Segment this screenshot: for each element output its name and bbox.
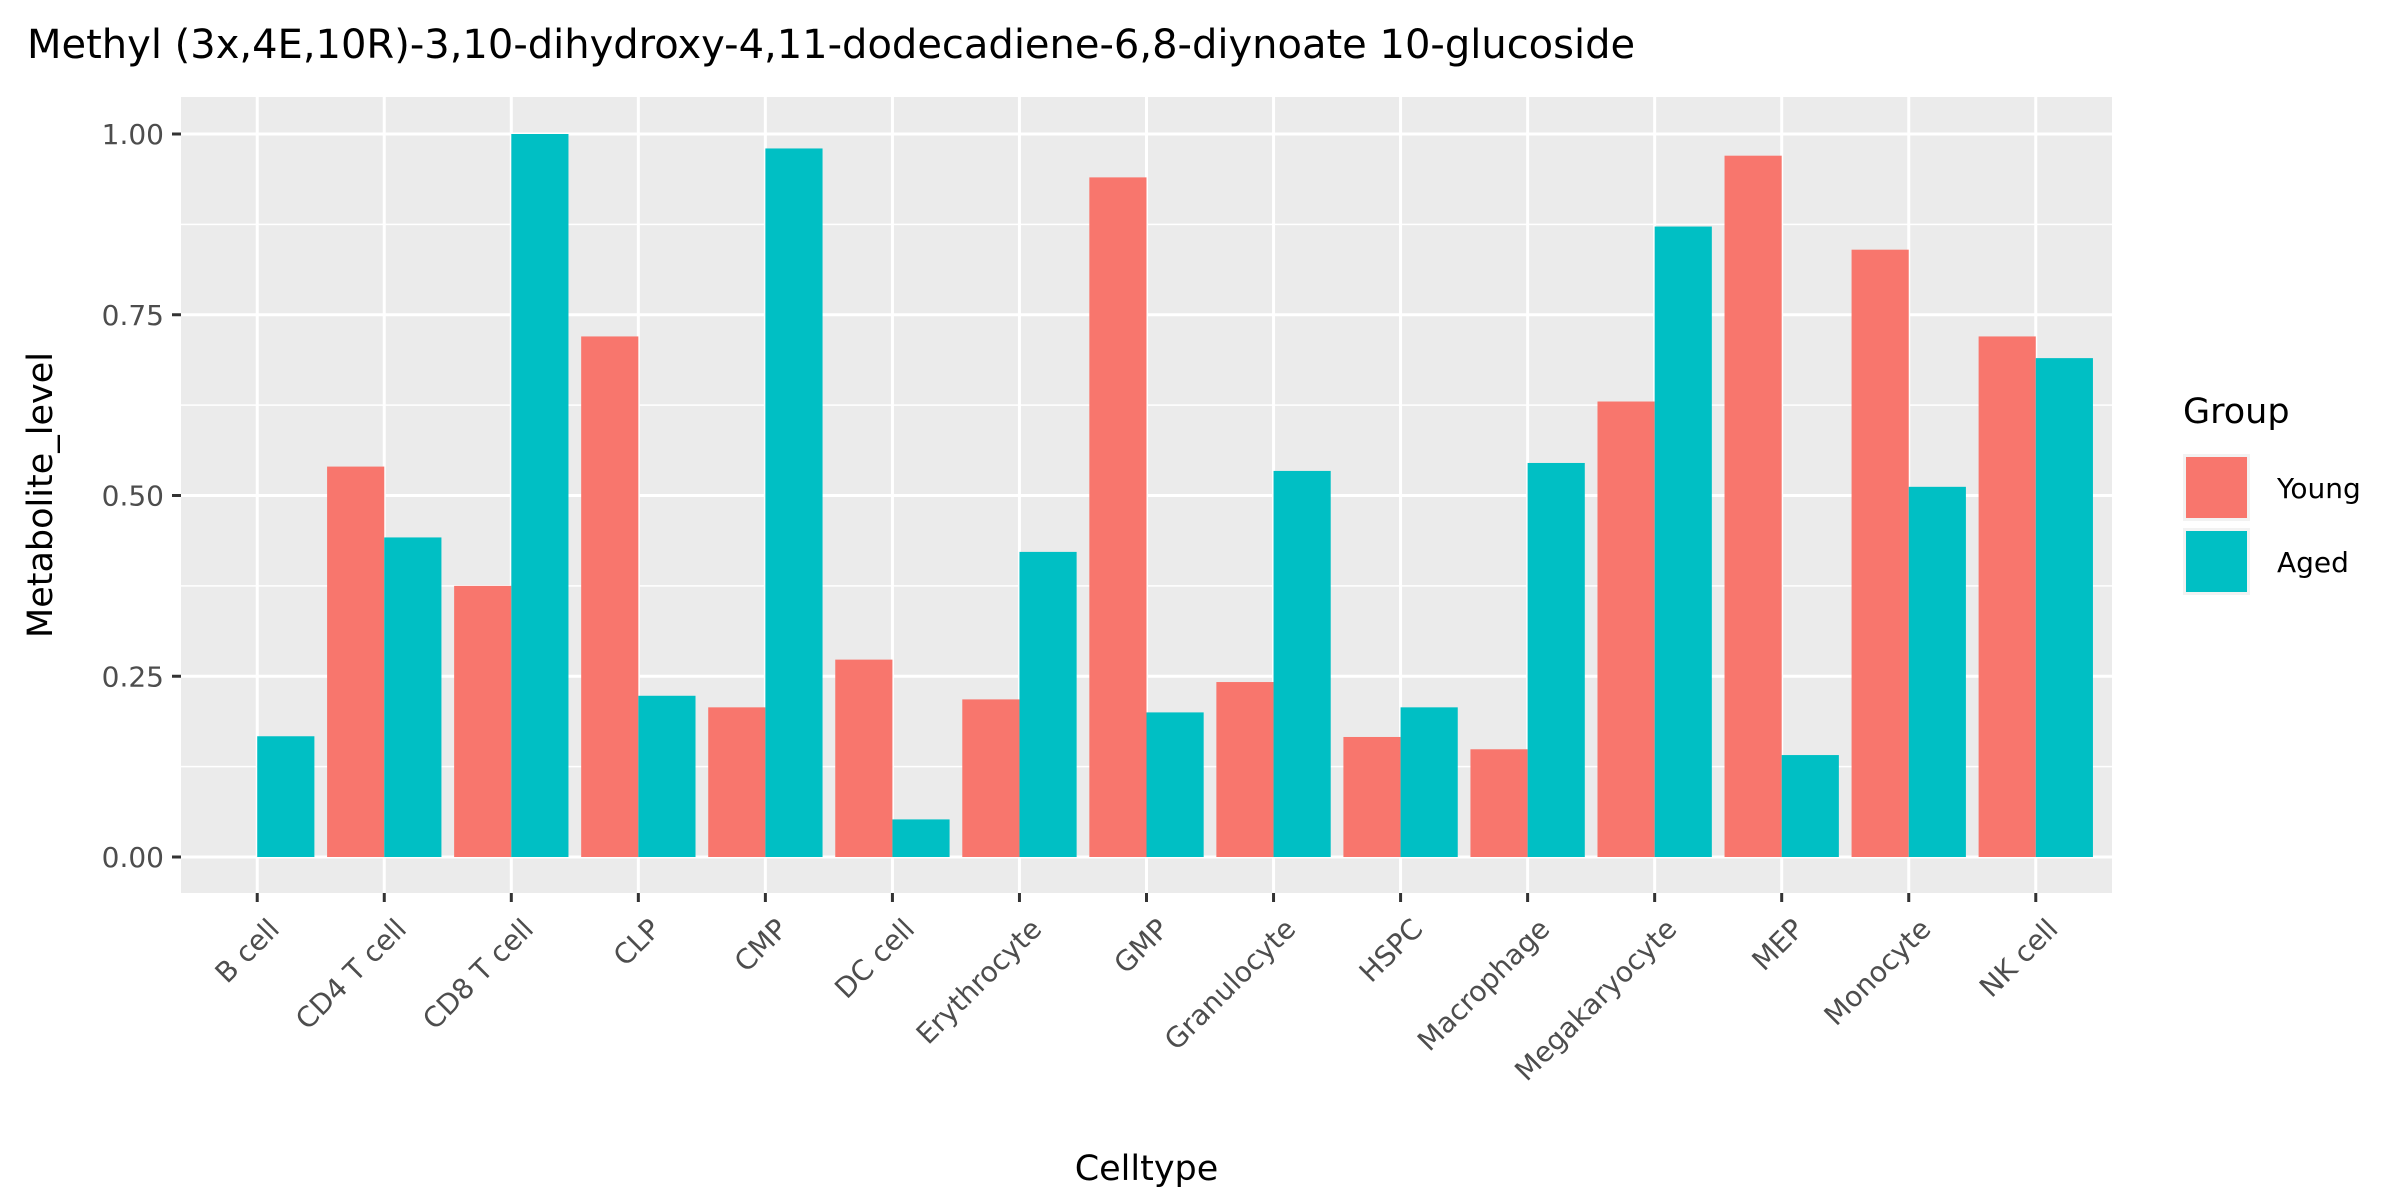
bar-young-granulocyte [1216,682,1274,857]
bar-young-cd4-t-cell [327,466,385,857]
legend-label-aged: Aged [2277,546,2349,579]
y-axis: 0.00 0.25 0.50 0.75 1.00 [102,118,181,874]
bar-young-megakaryocyte [1597,401,1655,857]
bar-aged-cd4-t-cell [384,537,442,857]
bar-aged-mep [1781,755,1839,857]
x-tick-label: Monocyte [1818,912,1938,1032]
bar-young-cd8-t-cell [454,585,512,857]
bar-aged-erythrocyte [1019,551,1077,857]
legend-label-young: Young [2276,472,2361,505]
bar-aged-megakaryocyte [1654,226,1712,857]
x-tick-label: NK cell [1973,912,2064,1003]
bar-young-monocyte [1851,249,1909,857]
x-axis-title: Celltype [1075,1149,1219,1189]
bar-young-cmp [708,707,766,857]
x-tick-label: MEP [1745,912,1810,977]
bar-aged-monocyte [1908,486,1966,857]
x-axis: B cell CD4 T cell CD8 T cell CLP CMP DC cellE… [209,893,2064,1087]
x-tick-label: HSPC [1353,912,1430,989]
bar-aged-cmp [765,148,823,857]
bar-aged-clp [638,695,696,857]
bar-aged-granulocyte [1273,470,1331,857]
x-tick-label: DC cell [828,912,921,1005]
bar-aged-gmp [1146,712,1204,857]
y-tick-label: 0.00 [102,841,164,874]
x-tick-label: CMP [728,912,794,978]
y-axis-title: Metabolite_level [21,352,61,638]
y-tick-label: 0.75 [102,299,164,332]
bar-aged-macrophage [1527,462,1585,857]
bar-young-clp [581,336,639,857]
x-tick-label: CLP [607,912,667,972]
chart-title: Methyl (3x,4E,10R)-3,10-dihydroxy-4,11-d… [27,22,1635,68]
x-tick-label: GMP [1107,912,1175,980]
x-tick-label: CD4 T cell [289,912,413,1036]
legend: Group Young Aged [2183,392,2361,595]
x-tick-label: Erythrocyte [910,912,1048,1050]
legend-title: Group [2183,392,2290,432]
bar-young-gmp [1089,177,1147,857]
x-tick-label: Granulocyte [1158,912,1302,1056]
bar-aged-b-cell [257,736,315,857]
x-tick-label: CD8 T cell [416,912,540,1036]
bar-young-hspc [1343,736,1401,857]
bar-young-nk-cell [1978,336,2036,857]
legend-swatch-aged [2186,531,2247,592]
bar-young-dc-cell [835,659,893,857]
bar-young-erythrocyte [962,699,1020,857]
x-tick-label: Macrophage [1411,912,1556,1057]
bars [257,134,2093,857]
bar-aged-hspc [1400,707,1458,857]
bar-aged-nk-cell [2035,358,2093,857]
y-tick-label: 0.25 [102,660,164,693]
bar-aged-cd8-t-cell [511,134,569,857]
y-tick-label: 0.50 [102,480,164,513]
x-tick-label: B cell [209,912,286,989]
bar-young-macrophage [1470,749,1528,857]
y-tick-label: 1.00 [102,118,164,151]
legend-swatch-young [2186,457,2247,518]
bar-young-mep [1724,155,1782,857]
bar-aged-dc-cell [892,819,950,857]
